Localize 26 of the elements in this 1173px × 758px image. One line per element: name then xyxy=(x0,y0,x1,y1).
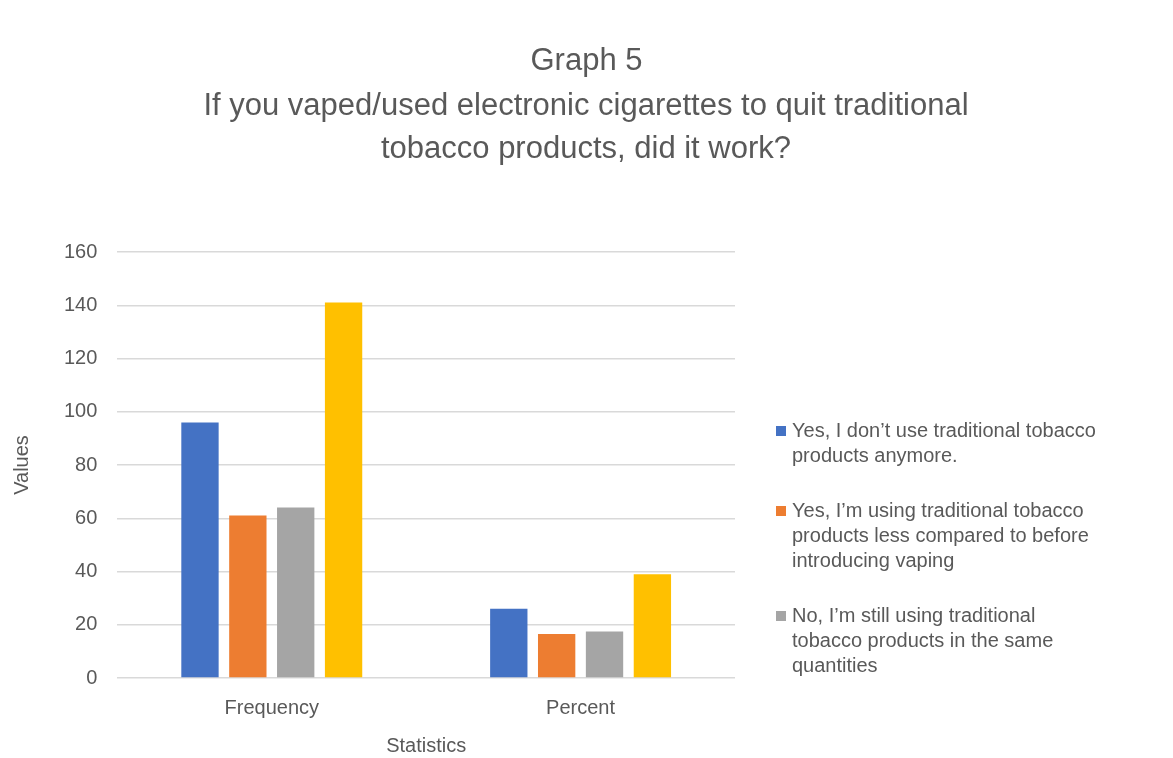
y-tick-label: 80 xyxy=(75,452,98,475)
y-axis-title: Values xyxy=(9,435,32,495)
bar xyxy=(324,302,363,678)
y-tick-label: 140 xyxy=(63,292,98,315)
bar xyxy=(181,422,219,678)
x-tick-label: Frequency xyxy=(224,695,320,718)
legend-label: No, I’m still using traditional tobacco products in the same quantities xyxy=(792,603,1055,678)
bar xyxy=(277,507,315,678)
y-tick-label: 40 xyxy=(75,559,98,582)
legend-label: Yes, I’m using traditional tobacco products less compared to before introducing vaping xyxy=(792,498,1090,573)
bar xyxy=(229,515,267,678)
y-tick-label: 160 xyxy=(63,239,98,262)
y-tick-label: 120 xyxy=(63,346,98,369)
bar xyxy=(537,634,576,678)
bar xyxy=(490,608,528,678)
y-tick-label: 0 xyxy=(86,665,98,688)
chart-title: Graph 5 xyxy=(529,41,644,79)
bar xyxy=(585,631,624,678)
x-axis-title: Statistics xyxy=(386,733,467,756)
legend-label: Yes, I don’t use traditional tobacco products anymore. xyxy=(792,418,1097,468)
y-tick-label: 60 xyxy=(75,505,98,528)
x-tick-label: Percent xyxy=(546,695,616,718)
bar xyxy=(633,574,672,678)
y-tick-label: 20 xyxy=(75,612,98,635)
y-tick-label: 100 xyxy=(63,399,98,422)
chart-subtitle: If you vaped/used electronic cigarettes to quit traditional tobacco products, did it work? xyxy=(202,86,970,167)
